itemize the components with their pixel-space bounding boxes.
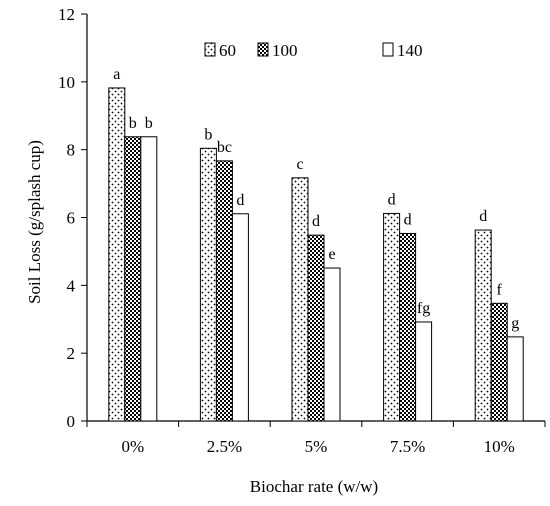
bar	[215, 160, 233, 422]
bar	[307, 234, 325, 422]
bar-significance-label: fg	[417, 300, 430, 317]
bar-significance-label: g	[511, 315, 519, 332]
y-tick-label: 0	[67, 412, 76, 431]
bar-significance-label: e	[328, 246, 335, 263]
bar-significance-label: d	[312, 213, 320, 230]
bar-significance-label: d	[388, 191, 396, 208]
x-tick-label: 5%	[305, 437, 328, 456]
bar	[506, 336, 524, 422]
bar	[199, 147, 217, 422]
bar-significance-label: c	[296, 156, 303, 173]
bar	[490, 302, 508, 422]
bar-significance-label: d	[479, 208, 487, 225]
bar-significance-label: d	[236, 192, 244, 209]
bar	[291, 177, 309, 422]
bar	[323, 267, 341, 422]
axes: 0 2 4 6 8 10 12 0% 2.5% 5% 7.5% 10%	[58, 5, 546, 456]
y-tick-label: 2	[67, 344, 76, 363]
legend-label: 140	[397, 41, 423, 60]
bar	[383, 212, 401, 422]
bar-significance-label: bc	[217, 139, 232, 156]
bar	[399, 232, 417, 422]
bars	[108, 87, 524, 422]
legend-swatch	[204, 42, 216, 57]
x-tick-label: 10%	[484, 437, 515, 456]
legend: 60 100 140	[204, 41, 423, 60]
legend-label: 60	[219, 41, 236, 60]
bar-significance-label: b	[145, 115, 153, 132]
bar-significance-label: b	[204, 126, 212, 143]
bar-significance-label: f	[497, 281, 503, 298]
bar-significance-label: b	[129, 115, 137, 132]
x-tick-label: 7.5%	[390, 437, 425, 456]
bar	[415, 321, 433, 422]
bar-significance-label: a	[113, 66, 120, 83]
legend-swatch	[382, 42, 394, 57]
bar	[140, 136, 158, 422]
x-axis-title: Biochar rate (w/w)	[250, 477, 378, 496]
x-tick-label: 0%	[121, 437, 144, 456]
bar	[474, 229, 492, 422]
y-tick-label: 4	[67, 276, 76, 295]
y-tick-label: 6	[67, 209, 76, 228]
bar-significance-label: d	[404, 211, 412, 228]
y-tick-label: 10	[58, 73, 75, 92]
y-axis-title: Soil Loss (g/splash cup)	[25, 140, 44, 304]
legend-swatch	[257, 42, 269, 57]
x-tick-label: 2.5%	[207, 437, 242, 456]
bar	[124, 136, 142, 422]
bar	[231, 213, 249, 422]
legend-label: 100	[272, 41, 298, 60]
bar	[108, 87, 126, 422]
y-tick-label: 8	[67, 141, 76, 160]
y-tick-label: 12	[58, 5, 75, 24]
